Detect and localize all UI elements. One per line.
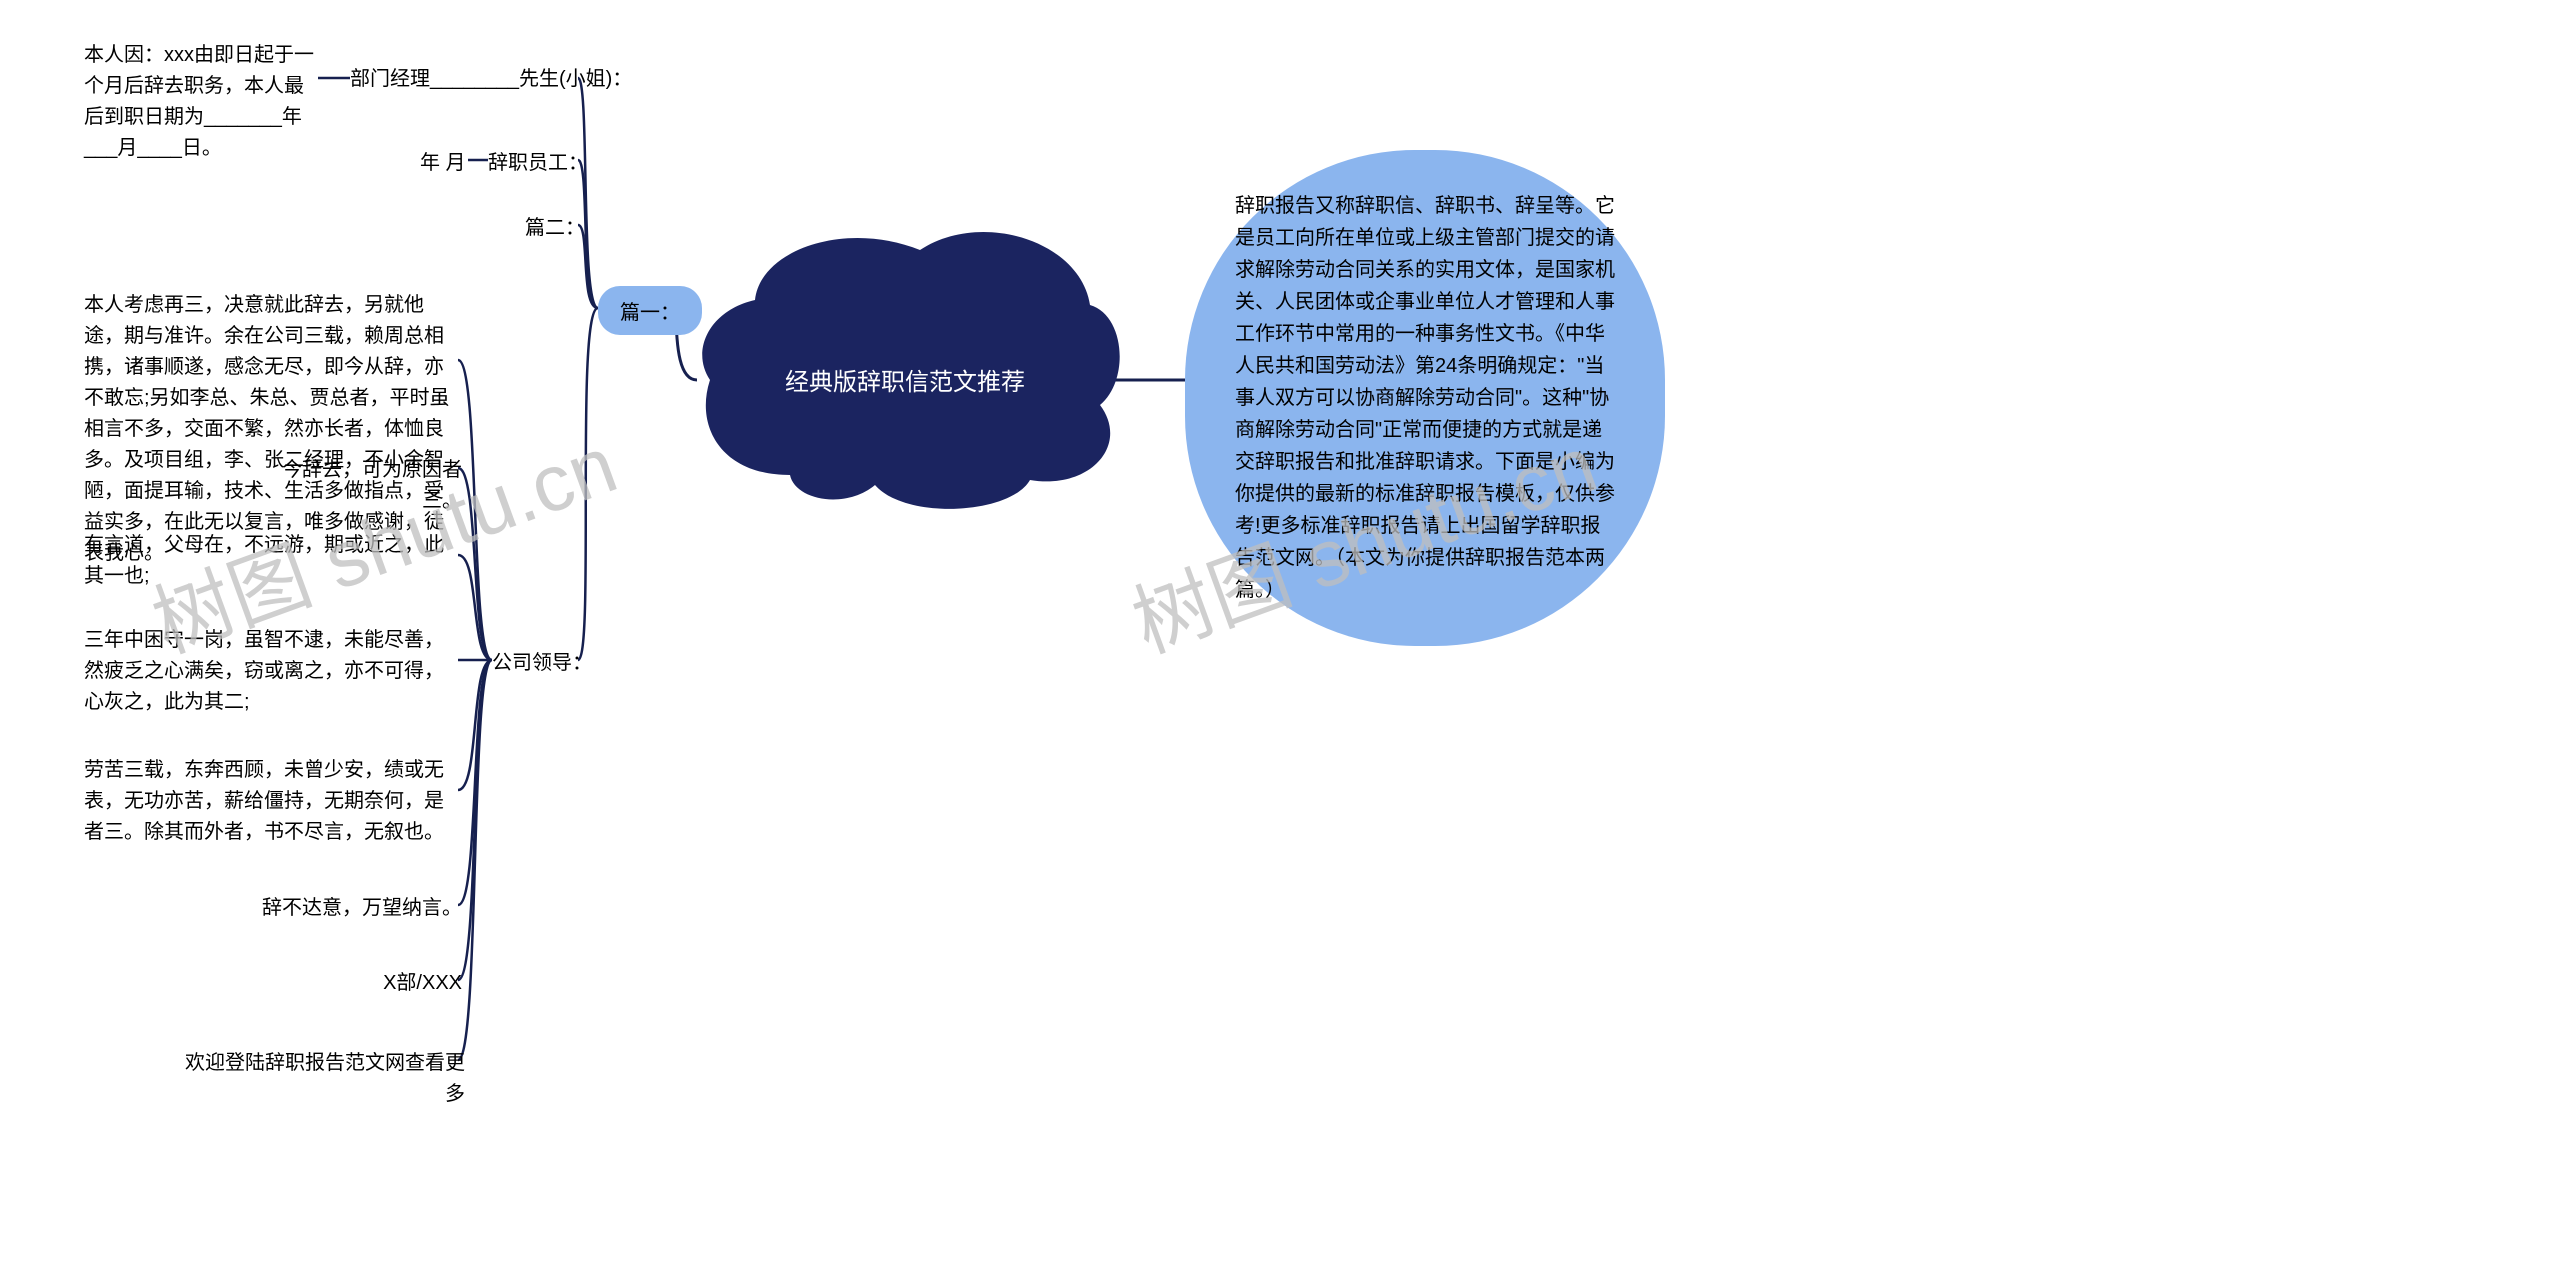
leaf-2: 今辞去，可为原因者三。 xyxy=(262,455,462,517)
branch-1-child: 本人因：xxx由即日起于一个月后辞去职务，本人最后到职日期为_______年__… xyxy=(84,40,314,164)
pill-pian-yi: 篇一： xyxy=(598,286,702,335)
leaf-4: 三年中困守一岗，虽智不逮，未能尽善，然疲乏之心满矣，窃或离之，亦不可得，心灰之，… xyxy=(84,625,454,718)
leaf-6: 辞不达意，万望纳言。 xyxy=(262,893,462,924)
leaf-7-text: X部/XXX xyxy=(383,972,462,994)
branch-1-child-text: 本人因：xxx由即日起于一个月后辞去职务，本人最后到职日期为_______年__… xyxy=(84,44,314,159)
branch-1-label: 部门经理________先生(小姐)： xyxy=(350,64,632,95)
branch-3-label-text: 篇二： xyxy=(525,217,585,239)
branch-4-label: 公司领导： xyxy=(492,648,592,679)
canvas: 经典版辞职信范文推荐 篇一： 辞职报告又称辞职信、辞职书、辞呈等。它是员工向所在… xyxy=(0,0,2560,1277)
branch-2-child: 年 月 xyxy=(420,148,466,179)
pill-label: 篇一： xyxy=(620,302,680,324)
branch-2-label: 辞职员工： xyxy=(488,148,588,179)
branch-3-label: 篇二： xyxy=(525,213,585,244)
leaf-7: X部/XXX xyxy=(372,968,462,999)
leaf-2-text: 今辞去，可为原因者三。 xyxy=(282,459,462,512)
leaf-4-text: 三年中困守一岗，虽智不逮，未能尽善，然疲乏之心满矣，窃或离之，亦不可得，心灰之，… xyxy=(84,629,444,713)
branch-4-label-text: 公司领导： xyxy=(492,652,592,674)
leaf-5-text: 劳苦三载，东奔西顾，未曾少安，绩或无表，无功亦苦，薪给僵持，无期奈何，是者三。除… xyxy=(84,759,444,843)
leaf-8: 欢迎登陆辞职报告范文网查看更多 xyxy=(180,1048,465,1110)
leaf-1-text: 本人考虑再三，决意就此辞去，另就他途，期与准许。余在公司三载，赖周总相携，诸事顺… xyxy=(84,294,450,564)
branch-2-label-text: 辞职员工： xyxy=(488,152,588,174)
leaf-8-text: 欢迎登陆辞职报告范文网查看更多 xyxy=(185,1052,465,1105)
right-blob-text: 辞职报告又称辞职信、辞职书、辞呈等。它是员工向所在单位或上级主管部门提交的请求解… xyxy=(1235,190,1615,606)
leaf-3: 有言道，父母在，不远游，期或近之，此其一也; xyxy=(84,530,454,592)
leaf-3-text: 有言道，父母在，不远游，期或近之，此其一也; xyxy=(84,534,444,587)
branch-1-label-text: 部门经理________先生(小姐)： xyxy=(350,68,632,90)
center-cloud: 经典版辞职信范文推荐 xyxy=(680,215,1130,545)
leaf-1: 本人考虑再三，决意就此辞去，另就他途，期与准许。余在公司三载，赖周总相携，诸事顺… xyxy=(84,290,454,569)
branch-2-child-text: 年 月 xyxy=(420,152,466,174)
leaf-5: 劳苦三载，东奔西顾，未曾少安，绩或无表，无功亦苦，薪给僵持，无期奈何，是者三。除… xyxy=(84,755,454,848)
leaf-6-text: 辞不达意，万望纳言。 xyxy=(262,897,462,919)
center-title-svgtext: 经典版辞职信范文推荐 xyxy=(785,369,1025,396)
right-description-blob: 辞职报告又称辞职信、辞职书、辞呈等。它是员工向所在单位或上级主管部门提交的请求解… xyxy=(1185,150,1665,646)
